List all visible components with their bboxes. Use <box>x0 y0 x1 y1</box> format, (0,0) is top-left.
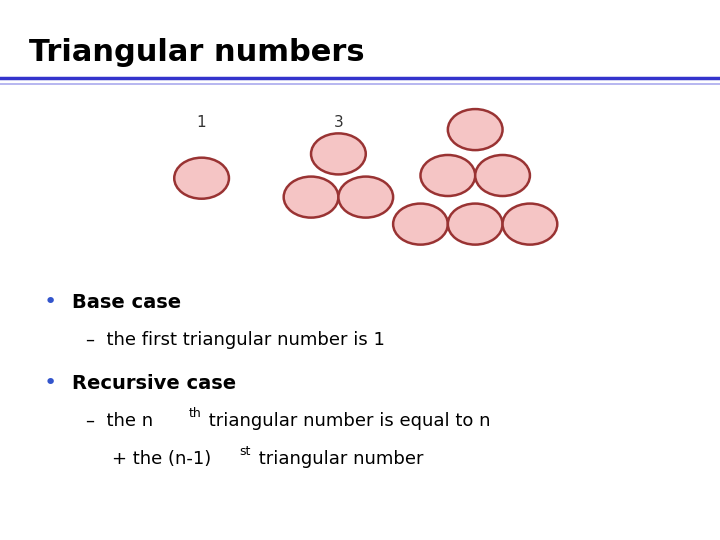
Circle shape <box>503 204 557 245</box>
Circle shape <box>448 204 503 245</box>
Circle shape <box>338 177 393 218</box>
Circle shape <box>311 133 366 174</box>
Circle shape <box>393 204 448 245</box>
Text: Recursive case: Recursive case <box>72 374 236 393</box>
Text: triangular number: triangular number <box>253 450 424 468</box>
Circle shape <box>475 155 530 196</box>
Text: st: st <box>239 446 251 458</box>
Circle shape <box>174 158 229 199</box>
Text: Base case: Base case <box>72 293 181 312</box>
Circle shape <box>284 177 338 218</box>
Text: th: th <box>189 407 202 420</box>
Text: –  the first triangular number is 1: – the first triangular number is 1 <box>86 331 385 349</box>
Text: Triangular numbers: Triangular numbers <box>29 38 364 67</box>
Circle shape <box>420 155 475 196</box>
Text: 1: 1 <box>197 114 207 130</box>
Text: triangular number is equal to n: triangular number is equal to n <box>203 412 490 430</box>
Text: •: • <box>43 373 56 394</box>
Text: 3: 3 <box>333 114 343 130</box>
Text: 6: 6 <box>470 114 480 130</box>
Text: –  the n: – the n <box>86 412 153 430</box>
Text: + the (n-1): + the (n-1) <box>112 450 211 468</box>
Circle shape <box>448 109 503 150</box>
Text: •: • <box>43 292 56 313</box>
